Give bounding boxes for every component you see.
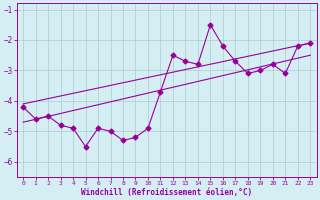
X-axis label: Windchill (Refroidissement éolien,°C): Windchill (Refroidissement éolien,°C) [81,188,252,197]
